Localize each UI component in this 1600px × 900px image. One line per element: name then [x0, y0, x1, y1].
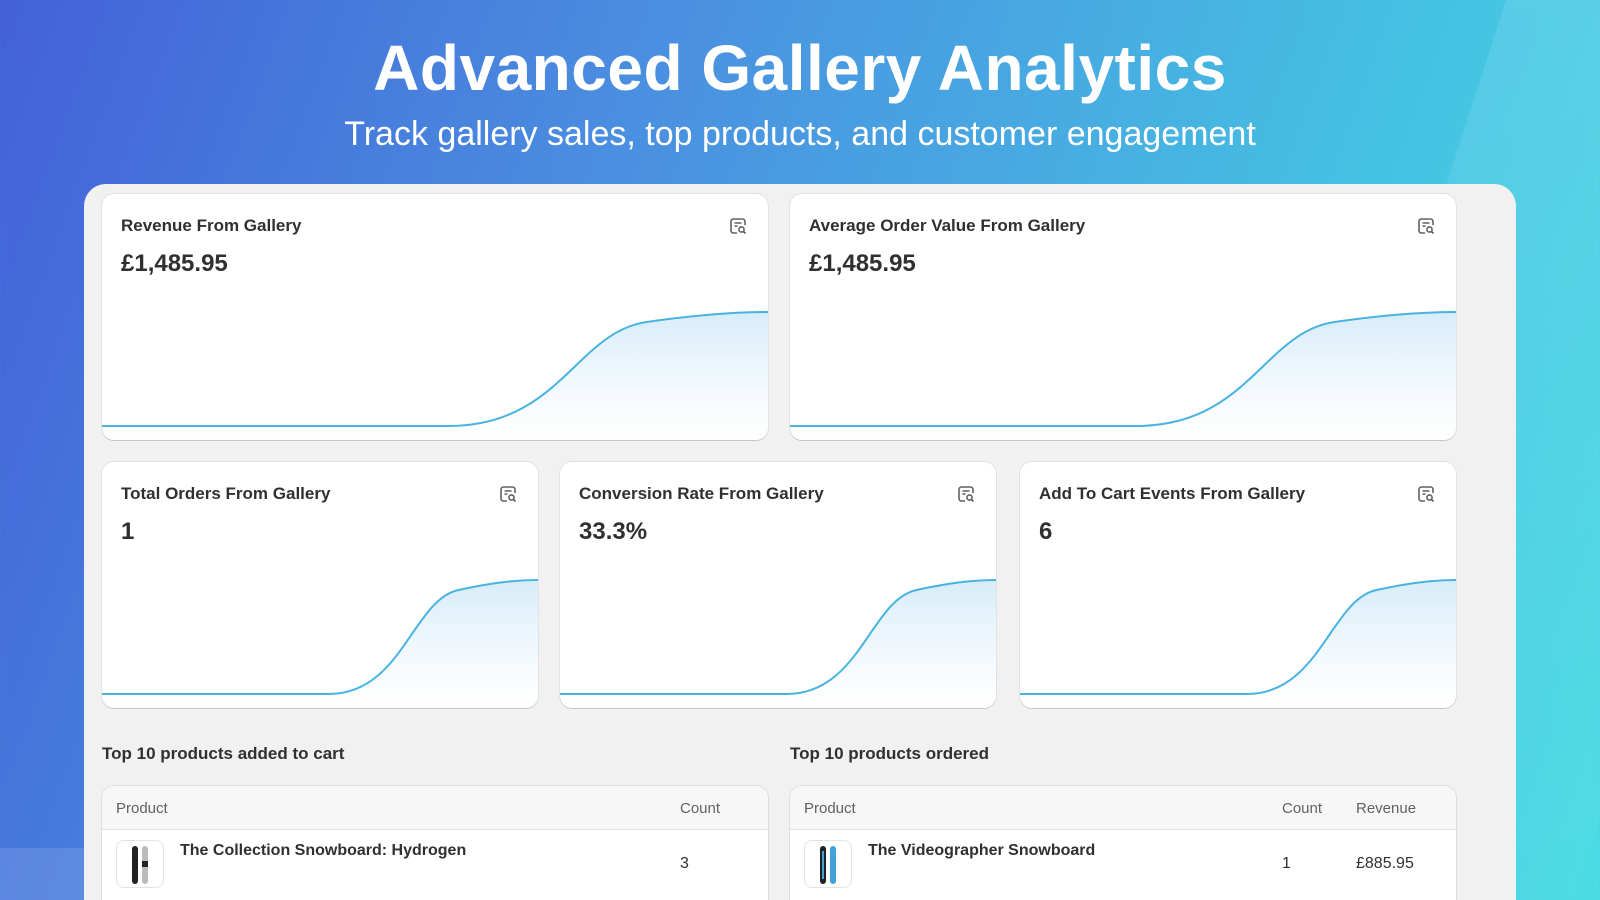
hero: Advanced Gallery Analytics Track gallery… [0, 28, 1600, 156]
hero-subtitle: Track gallery sales, top products, and c… [344, 115, 1256, 153]
table-header: Product Count [102, 786, 768, 830]
sparkline-line [790, 311, 1456, 427]
product-count: 1 [1282, 855, 1291, 872]
product-name[interactable]: The Collection Snowboard: Hydrogen [180, 842, 467, 859]
metric-title: Revenue From Gallery [121, 216, 302, 235]
product-revenue: £885.95 [1356, 855, 1414, 872]
sparkline-line [560, 579, 996, 695]
metric-value: £1,485.95 [809, 250, 916, 277]
sparkline-chart [1020, 579, 1456, 708]
metric-card-total-orders: Total Orders From Gallery 1 [102, 462, 538, 708]
sparkline-line [102, 579, 538, 695]
metric-value: 33.3% [579, 518, 648, 545]
table-header: Product Count Revenue [790, 786, 1456, 830]
product-thumbnail [804, 840, 852, 888]
metric-card-average-order-value: Average Order Value From Gallery £1,485.… [790, 194, 1456, 440]
sparkline-chart [790, 311, 1456, 440]
metric-card-revenue: Revenue From Gallery £1,485.95 [102, 194, 768, 440]
report-search-icon[interactable] [1416, 216, 1436, 236]
sparkline-area [102, 312, 768, 440]
column-header-revenue: Revenue [1356, 800, 1417, 817]
metric-value: £1,485.95 [121, 250, 228, 277]
table-row[interactable]: The Collection Snowboard: Hydrogen 3 [102, 830, 768, 900]
report-search-icon[interactable] [498, 484, 518, 504]
sparkline-line [1020, 579, 1456, 695]
sparkline-area [790, 312, 1456, 440]
sparkline-line [102, 311, 768, 427]
table-ordered: Product Count Revenue The Videographer S… [790, 786, 1456, 900]
analytics-panel: Revenue From Gallery £1,485.95 Average O… [84, 184, 1516, 900]
metric-title: Conversion Rate From Gallery [579, 484, 824, 503]
sparkline-chart [102, 579, 538, 708]
section-title-added-to-cart: Top 10 products added to cart [102, 744, 345, 763]
table-row[interactable]: The Videographer Snowboard 1 £885.95 [790, 830, 1456, 900]
sparkline-chart [560, 579, 996, 708]
metric-card-conversion-rate: Conversion Rate From Gallery 33.3% [560, 462, 996, 708]
sparkline-area [102, 580, 538, 708]
report-search-icon[interactable] [956, 484, 976, 504]
metric-title: Total Orders From Gallery [121, 484, 331, 503]
table-added-to-cart: Product Count The Collection Snowboard: … [102, 786, 768, 900]
sparkline-area [560, 580, 996, 708]
background-decoration-left [0, 848, 84, 900]
sparkline-area [1020, 580, 1456, 708]
sparkline-chart [102, 311, 768, 440]
hero-title: Advanced Gallery Analytics [373, 32, 1227, 104]
metric-value: 6 [1039, 518, 1053, 545]
report-search-icon[interactable] [1416, 484, 1436, 504]
product-thumbnail [116, 840, 164, 888]
metric-title: Add To Cart Events From Gallery [1039, 484, 1306, 503]
metric-card-add-to-cart: Add To Cart Events From Gallery 6 [1020, 462, 1456, 708]
metric-value: 1 [121, 518, 135, 545]
report-search-icon[interactable] [728, 216, 748, 236]
column-header-product: Product [804, 800, 856, 817]
column-header-count: Count [1282, 800, 1323, 817]
column-header-count: Count [680, 800, 721, 817]
metric-title: Average Order Value From Gallery [809, 216, 1086, 235]
product-name[interactable]: The Videographer Snowboard [868, 842, 1096, 859]
section-title-ordered: Top 10 products ordered [790, 744, 989, 763]
column-header-product: Product [116, 800, 168, 817]
product-count: 3 [680, 855, 689, 872]
